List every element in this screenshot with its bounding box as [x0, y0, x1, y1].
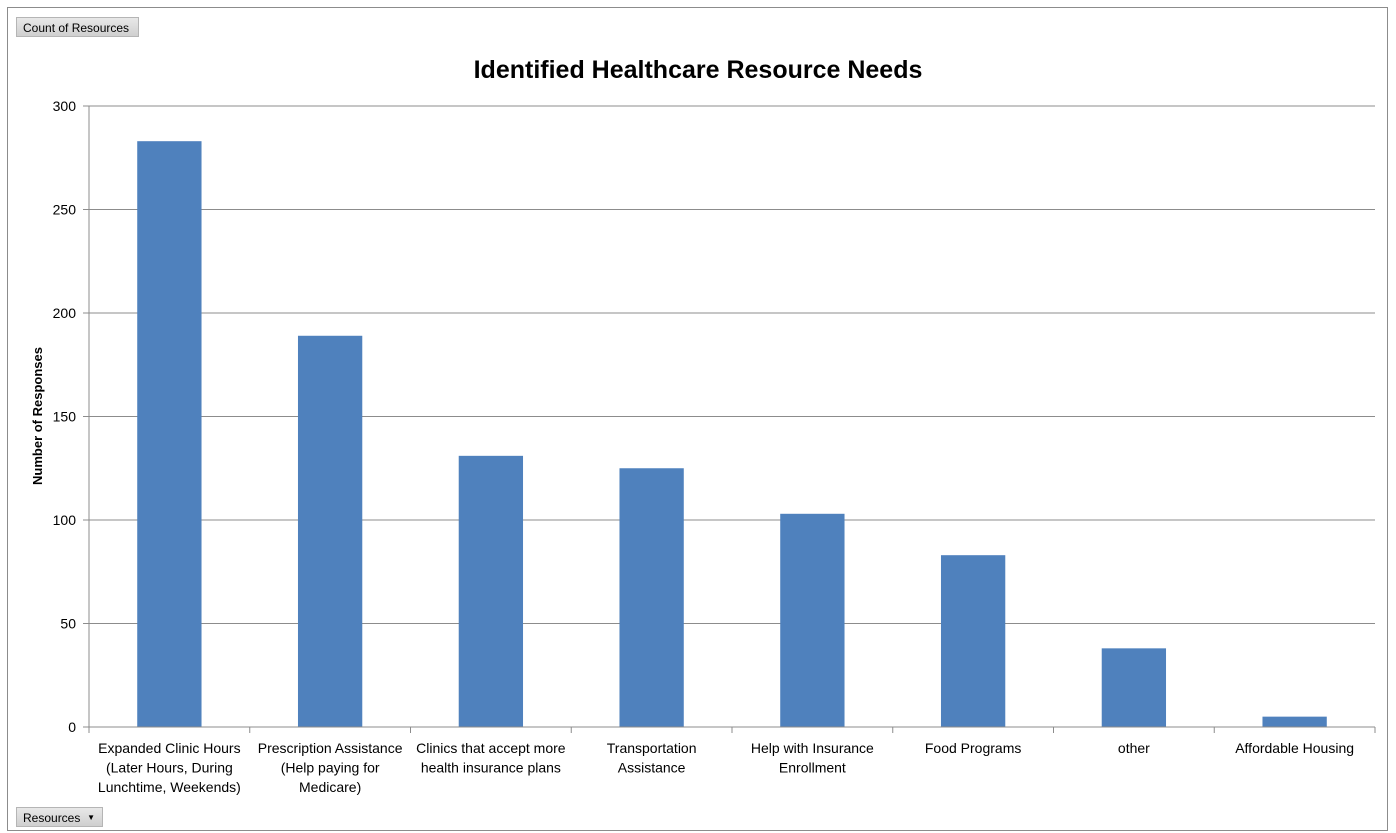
bar[interactable] — [458, 455, 524, 727]
x-category-label: Prescription Assistance (Help paying for M… — [258, 740, 403, 795]
gridlines — [89, 105, 1375, 624]
x-category-label-line: (Later Hours, During — [106, 760, 233, 776]
bar[interactable] — [940, 555, 1006, 727]
x-category-label-line: other — [1118, 740, 1150, 756]
x-category-label-line: (Help paying for — [281, 760, 380, 776]
bar[interactable] — [780, 513, 845, 727]
bar[interactable] — [297, 335, 363, 727]
x-category-label-line: health insurance plans — [421, 760, 561, 776]
y-tick-label: 50 — [60, 616, 76, 632]
x-category-label: other — [1118, 740, 1150, 756]
x-category-label-line: Transportation — [607, 740, 697, 756]
x-category-label-line: Help with Insurance — [751, 740, 874, 756]
x-category-label: Clinics that accept more health insurance… — [416, 740, 566, 776]
x-category-label-line: Prescription Assistance — [258, 740, 403, 756]
values-field-button[interactable]: Count of Resources — [16, 17, 139, 37]
x-category-label: Help with Insurance Enrollment — [751, 740, 874, 776]
x-category-labels: Expanded Clinic Hours (Later Hours, Durin… — [98, 740, 1354, 795]
axis-field-button[interactable]: Resources ▼ — [16, 807, 103, 827]
axis-field-label: Resources — [23, 811, 81, 825]
y-tick-label: 250 — [53, 202, 77, 218]
x-category-label: Food Programs — [925, 740, 1021, 756]
x-category-label-line: Assistance — [618, 760, 686, 776]
x-category-label-line: Food Programs — [925, 740, 1021, 756]
x-category-label: Expanded Clinic Hours (Later Hours, Durin… — [98, 740, 241, 795]
bars — [137, 141, 1327, 727]
bar[interactable] — [1262, 716, 1327, 727]
y-axis-title: Number of Responses — [30, 347, 45, 485]
axes — [88, 106, 1376, 733]
bar[interactable] — [619, 468, 684, 727]
x-category-label-line: Expanded Clinic Hours — [98, 740, 240, 756]
dropdown-arrow-icon[interactable]: ▼ — [87, 813, 95, 822]
y-tick-label: 300 — [53, 98, 77, 114]
y-tick-label: 200 — [53, 305, 77, 321]
x-category-label-line: Lunchtime, Weekends) — [98, 779, 241, 795]
bar[interactable] — [137, 141, 202, 727]
x-category-label-line: Medicare) — [299, 779, 361, 795]
y-tick-label: 100 — [53, 512, 77, 528]
x-category-label-line: Enrollment — [779, 760, 846, 776]
x-category-label: Transportation Assistance — [607, 740, 697, 776]
x-category-label-line: Clinics that accept more — [416, 740, 566, 756]
values-field-label: Count of Resources — [23, 21, 130, 35]
x-category-label-line: Affordable Housing — [1235, 740, 1354, 756]
x-category-label: Affordable Housing — [1235, 740, 1354, 756]
y-tick-label: 150 — [53, 409, 77, 425]
chart-title: Identified Healthcare Resource Needs — [474, 56, 923, 84]
y-tick-label: 0 — [68, 719, 76, 735]
bar[interactable] — [1101, 648, 1167, 727]
y-tick-labels: 0 50 100 150 200 250 300 — [53, 98, 89, 735]
